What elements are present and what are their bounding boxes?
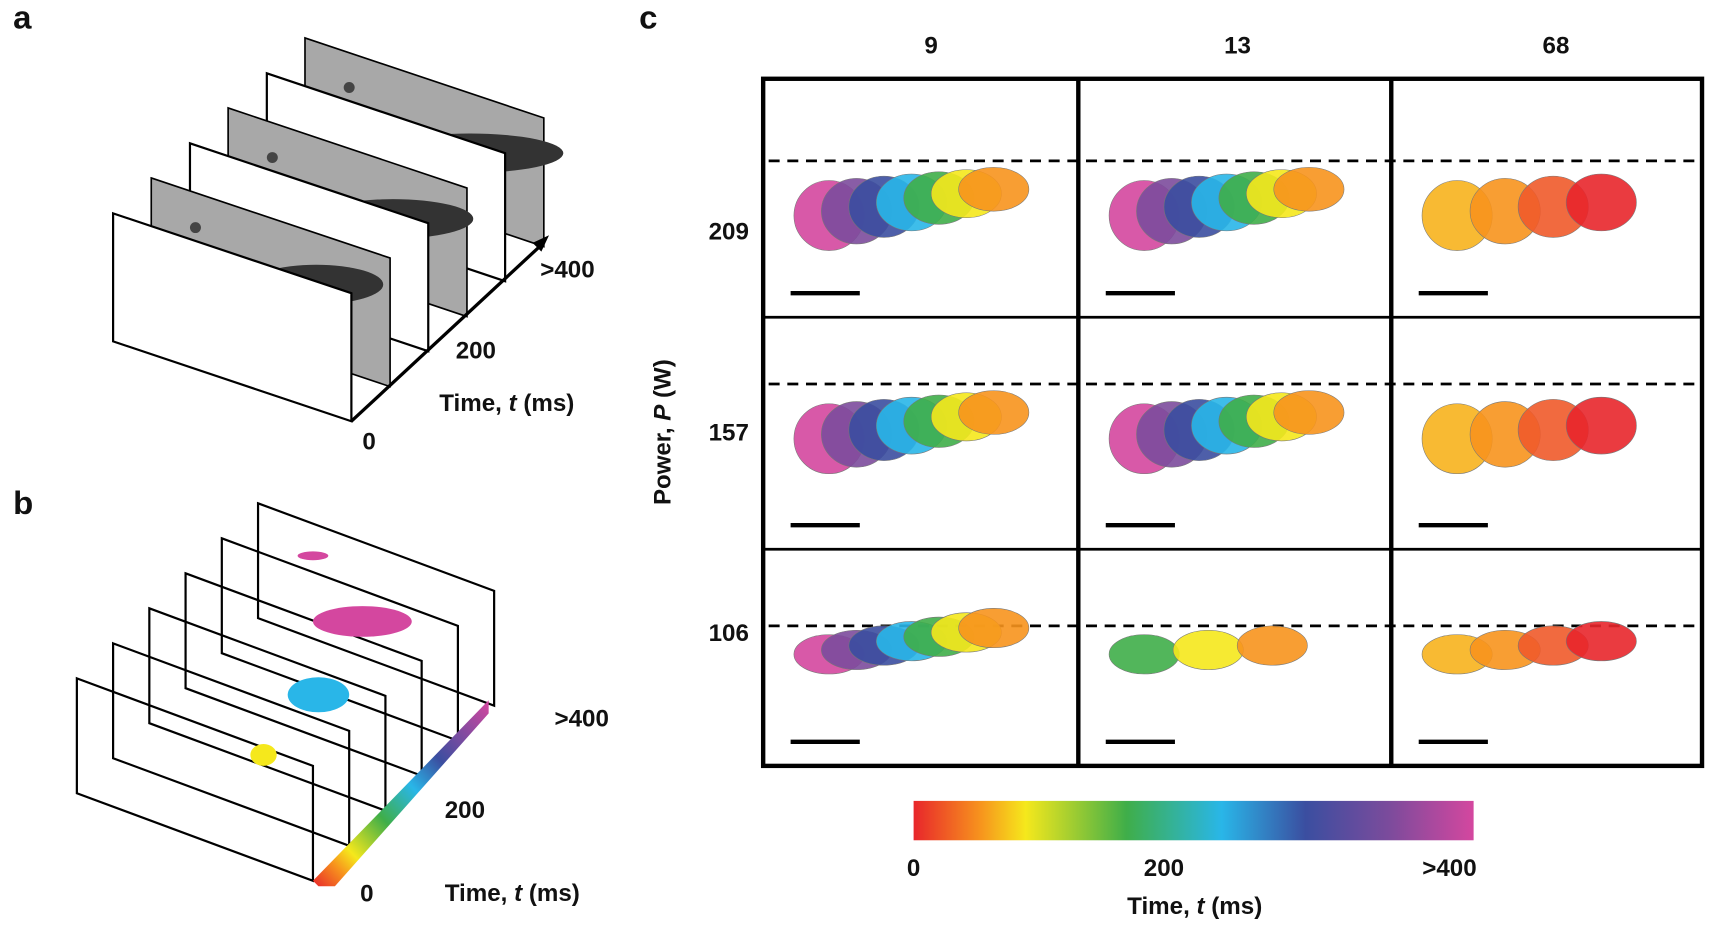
melt-pool [287, 677, 350, 713]
tick-label: 0 [362, 429, 375, 456]
axis-label-part: (ms) [517, 390, 575, 417]
axis-label: Power, P (W) [650, 359, 677, 505]
melt-track [1172, 629, 1244, 670]
panel-label: a [13, 0, 32, 35]
axis-label: Time, t (ms) [1127, 894, 1262, 921]
colorbar [913, 800, 1474, 841]
frame [256, 501, 496, 708]
axis-label-part: Time, [439, 390, 508, 417]
melt-pool [297, 551, 329, 561]
melt-track [958, 608, 1030, 648]
colorbar-3d [312, 700, 489, 887]
melt-track [1565, 621, 1637, 662]
melt-pool [250, 744, 277, 766]
colorbar-tick: 0 [907, 855, 920, 882]
spatter [343, 82, 355, 93]
row-label: 106 [709, 620, 749, 647]
column-label: 9 [924, 32, 937, 59]
melt-track [1565, 396, 1637, 455]
tick-label: >400 [540, 257, 594, 284]
row-label: 157 [709, 420, 749, 447]
column-label: 68 [1543, 32, 1570, 59]
panel-b: >400 200 0 Time, t (ms) [75, 501, 609, 907]
axis-label-part: (ms) [522, 880, 580, 907]
grid-frame [760, 76, 1705, 769]
axis-label-part: (W) [650, 359, 677, 404]
axis-label-part: P [650, 404, 677, 421]
tick-label: 200 [445, 797, 485, 824]
melt-track [1108, 634, 1180, 675]
tick-label: >400 [555, 705, 609, 732]
spatter [266, 152, 278, 164]
melt-track [958, 390, 1030, 435]
colorbar-tick: >400 [1422, 855, 1476, 882]
melt-track [1273, 167, 1345, 212]
axis-label-part: t [1197, 894, 1206, 921]
tick-label: 200 [456, 338, 496, 365]
row-label: 209 [709, 218, 749, 245]
axis-label-part: t [509, 390, 518, 417]
melt-track [958, 167, 1030, 212]
panel-a: >400 200 0 Time, t (ms) [112, 36, 595, 456]
spatter [189, 222, 201, 234]
melt-track [1236, 625, 1308, 666]
axis-label-part: Time, [445, 880, 514, 907]
axis-label-part: Time, [1127, 894, 1196, 921]
panel-c: 9 13 68 209 157 106 Power, P (W) 0 200 >400 Time, … [650, 32, 1705, 921]
axis-label-part: (ms) [1205, 894, 1263, 921]
column-label: 13 [1224, 32, 1251, 59]
melt-track [1273, 390, 1345, 435]
melt-pool [312, 606, 412, 637]
axis-label: Time, t (ms) [445, 880, 580, 907]
axis-label: Time, t (ms) [439, 390, 574, 417]
tick-label: 0 [360, 880, 373, 907]
melt-track [1565, 173, 1637, 232]
colorbar-tick: 200 [1144, 855, 1184, 882]
time-axis [350, 241, 545, 423]
panel-label: c [639, 0, 657, 35]
panel-label: b [13, 484, 33, 521]
axis-label-part: t [514, 880, 523, 907]
axis-label-part: Power, [650, 421, 677, 505]
